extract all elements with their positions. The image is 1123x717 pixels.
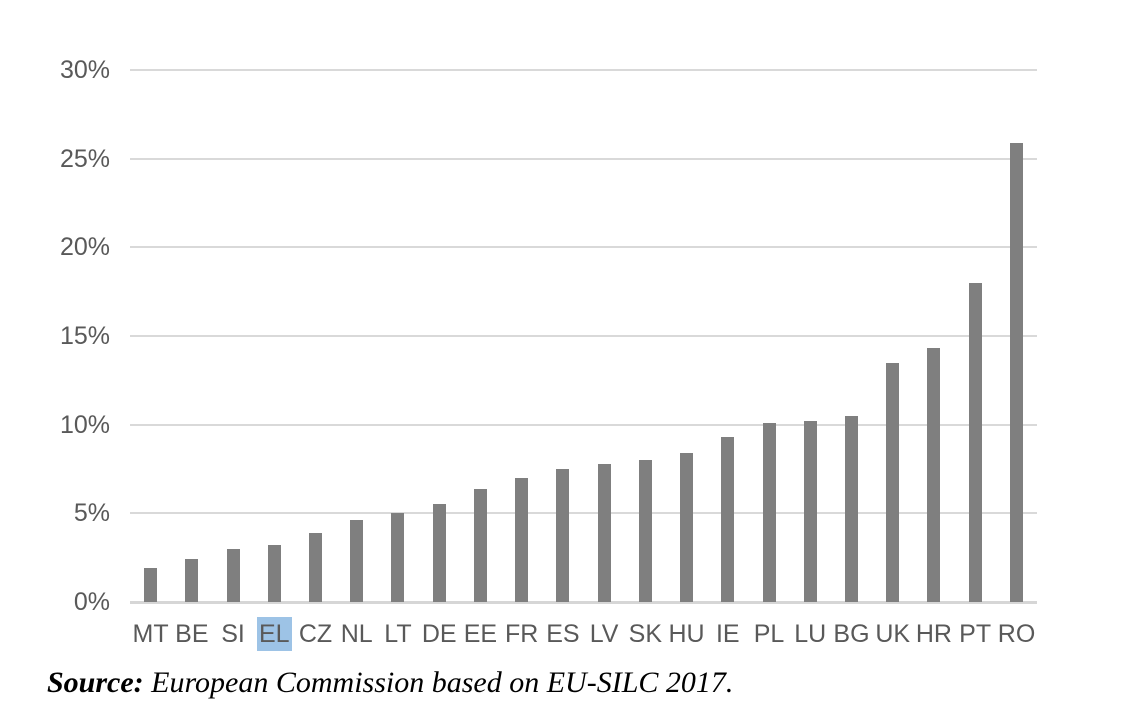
- bar-pl: [762, 422, 776, 602]
- x-tick-label: HU: [668, 620, 705, 648]
- bar-cz: [309, 532, 323, 602]
- bar-el: [267, 545, 281, 602]
- x-tick-uk: UK: [872, 617, 913, 651]
- y-tick-label: 15%: [59, 322, 110, 350]
- x-tick-label: CZ: [298, 620, 333, 648]
- x-tick-label: BG: [833, 620, 870, 648]
- x-tick-si: SI: [212, 617, 253, 651]
- x-tick-cz: CZ: [295, 617, 336, 651]
- bar-uk: [886, 362, 900, 602]
- x-tick-label: FR: [504, 620, 539, 648]
- x-tick-lv: LV: [584, 617, 625, 651]
- gridline: [130, 512, 1037, 515]
- source-label: Source:: [47, 666, 144, 699]
- x-tick-hr: HR: [913, 617, 954, 651]
- x-tick-mt: MT: [130, 617, 171, 651]
- x-tick-label: DE: [421, 620, 457, 648]
- bar-lv: [597, 463, 611, 602]
- bar-chart: 30% 25% 20% 15% 10% 5% 0% MT BE SI EL CZ NL LT DE EE FR…: [0, 56, 1037, 653]
- y-axis: 30% 25% 20% 15% 10% 5% 0%: [0, 56, 130, 616]
- bar-ie: [721, 437, 735, 602]
- x-tick-label: MT: [132, 620, 169, 648]
- x-tick-label: SI: [221, 620, 245, 648]
- bar-ee: [473, 488, 487, 602]
- x-axis: MT BE SI EL CZ NL LT DE EE FR ES LV SK HU IE PL LU BG UK HR…: [130, 617, 1037, 653]
- x-tick-hu: HU: [666, 617, 707, 651]
- bar-sk: [638, 460, 652, 602]
- gridline: [130, 157, 1037, 160]
- y-tick-label: 25%: [59, 144, 110, 173]
- source-note: Source: European Commission based on EU-…: [47, 666, 733, 700]
- x-tick-label: BE: [175, 620, 209, 648]
- bar-lt: [391, 513, 405, 602]
- bar-bg: [844, 415, 858, 602]
- y-tick-label: 20%: [59, 233, 110, 262]
- bar-nl: [350, 520, 364, 602]
- gridline: [130, 335, 1037, 337]
- x-tick-be: BE: [171, 617, 212, 651]
- x-tick-nl: NL: [336, 617, 377, 651]
- x-tick-label: LT: [384, 620, 412, 648]
- x-tick-label: RO: [997, 620, 1036, 648]
- x-tick-label: ES: [546, 620, 580, 648]
- x-axis-line: [130, 601, 1037, 604]
- x-tick-label: LV: [589, 620, 619, 648]
- x-tick-sk: SK: [625, 617, 666, 651]
- y-tick-label: 30%: [59, 56, 110, 84]
- bar-si: [226, 548, 240, 602]
- x-tick-label: LU: [794, 620, 827, 648]
- x-tick-label: PT: [959, 620, 992, 648]
- bar-lu: [803, 421, 817, 602]
- gridline: [130, 423, 1037, 426]
- x-tick-pt: PT: [955, 617, 996, 651]
- x-tick-es: ES: [542, 617, 583, 651]
- x-tick-label: IE: [715, 620, 740, 648]
- bar-fr: [515, 477, 529, 602]
- x-tick-label: PL: [753, 620, 785, 648]
- source-text: European Commission based on EU-SILC 201…: [143, 666, 734, 699]
- x-tick-lu: LU: [790, 617, 831, 651]
- x-tick-fr: FR: [501, 617, 542, 651]
- x-tick-label: HR: [915, 620, 952, 648]
- x-tick-lt: LT: [377, 617, 418, 651]
- bar-hu: [680, 453, 694, 602]
- bar-pt: [968, 282, 982, 602]
- x-tick-ee: EE: [460, 617, 501, 651]
- plot-area: [130, 69, 1037, 604]
- y-tick-label: 0%: [73, 588, 110, 616]
- bar-mt: [144, 568, 158, 602]
- x-tick-el: EL: [254, 617, 295, 651]
- x-tick-label: SK: [628, 620, 662, 648]
- bar-es: [556, 469, 570, 602]
- x-tick-label: EL: [256, 617, 292, 651]
- x-tick-ie: IE: [707, 617, 748, 651]
- x-tick-label: EE: [463, 620, 498, 648]
- y-tick-label: 10%: [59, 410, 110, 439]
- x-tick-label: NL: [340, 620, 373, 648]
- bar-ro: [1009, 142, 1023, 602]
- x-tick-de: DE: [419, 617, 460, 651]
- x-tick-bg: BG: [831, 617, 872, 651]
- bar-de: [432, 504, 446, 602]
- y-tick-label: 5%: [73, 499, 110, 528]
- bar-hr: [927, 348, 941, 602]
- gridline: [130, 69, 1037, 71]
- x-tick-label: UK: [875, 620, 911, 648]
- gridline: [130, 246, 1037, 249]
- x-tick-ro: RO: [996, 617, 1037, 651]
- bar-be: [185, 559, 199, 602]
- x-tick-pl: PL: [748, 617, 789, 651]
